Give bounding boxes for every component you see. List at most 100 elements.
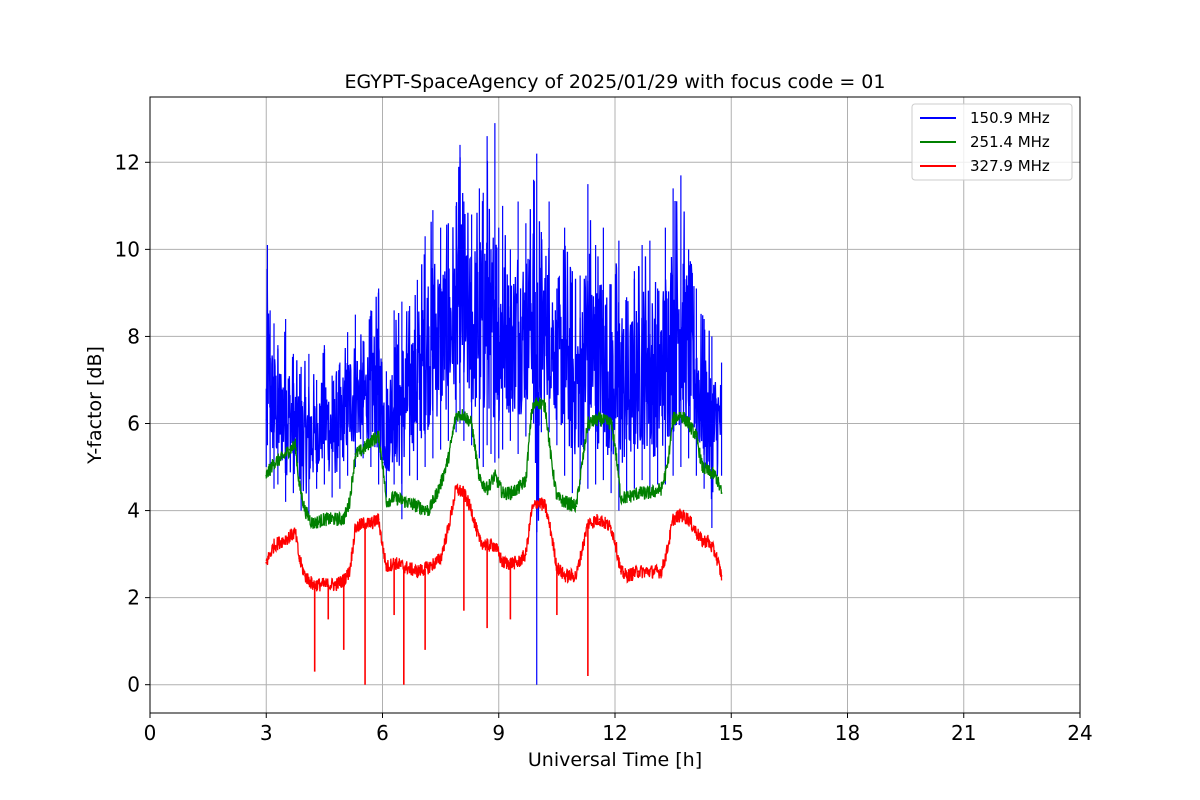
data-point (720, 492, 723, 495)
data-point (563, 500, 566, 503)
data-point (265, 474, 268, 477)
data-point (362, 448, 365, 451)
data-point (660, 487, 663, 490)
series-line (265, 483, 723, 592)
data-point (385, 566, 388, 569)
data-point (509, 492, 512, 495)
data-point (536, 400, 539, 403)
x-tick-label: 18 (835, 721, 860, 745)
data-point (462, 413, 465, 416)
data-point (720, 574, 723, 577)
data-point (428, 566, 430, 569)
data-point (598, 418, 601, 421)
x-tick-label: 9 (492, 721, 505, 745)
y-tick-label: 2 (127, 586, 140, 610)
y-tick-label: 10 (115, 237, 140, 261)
data-point (687, 422, 690, 425)
x-tick-label: 15 (719, 721, 744, 745)
data-point (695, 531, 698, 534)
y-tick-label: 6 (127, 412, 140, 436)
data-point (311, 522, 314, 525)
data-point (524, 479, 527, 481)
data-point (294, 444, 297, 447)
data-point (377, 435, 380, 438)
data-point (335, 518, 337, 521)
legend: 150.9 MHz 251.4 MHz 327.9 MHz (911, 103, 1073, 181)
data-point (544, 405, 547, 407)
data-point (493, 474, 496, 477)
data-point (517, 561, 520, 564)
legend-entry: 327.9 MHz (970, 157, 1050, 175)
data-point (524, 553, 527, 556)
data-point (619, 570, 622, 573)
data-point (714, 474, 717, 477)
x-tick-label: 24 (1067, 721, 1092, 745)
data-point (439, 483, 442, 486)
data-point (701, 466, 704, 468)
data-point (672, 418, 675, 421)
data-point (288, 448, 291, 451)
data-point (311, 583, 314, 586)
data-point (381, 461, 384, 464)
data-point (666, 548, 669, 551)
data-point (672, 518, 675, 521)
data-point (648, 492, 651, 495)
data-point (679, 514, 682, 516)
series-line (265, 397, 723, 530)
chart-title: EGYPT-SpaceAgency of 2025/01/29 with foc… (345, 71, 886, 93)
data-point (679, 413, 682, 416)
data-point (288, 535, 291, 538)
data-point (280, 457, 283, 460)
data-point (298, 483, 301, 486)
data-point (637, 492, 640, 495)
data-point (354, 453, 357, 455)
data-point (428, 509, 430, 512)
data-point (563, 574, 566, 577)
data-point (298, 557, 301, 560)
y-tick-label: 12 (115, 150, 140, 174)
data-point (530, 409, 533, 412)
data-point (707, 540, 709, 542)
data-point (385, 500, 388, 503)
x-axis: 0 3 6 9 12 15 18 21 24 (144, 713, 1093, 745)
data-point (550, 531, 552, 534)
data-point (342, 518, 345, 521)
data-point (493, 544, 496, 547)
data-point (666, 466, 669, 468)
data-point (575, 574, 578, 577)
data-point (586, 422, 589, 425)
data-point (501, 492, 504, 495)
data-point (637, 570, 640, 573)
data-point (404, 566, 407, 569)
legend-entry: 150.9 MHz (970, 109, 1050, 127)
data-point (369, 522, 372, 525)
series-3 (265, 483, 723, 685)
series-line (265, 157, 723, 533)
data-point (701, 540, 704, 542)
data-point (416, 570, 419, 573)
legend-entry: 251.4 MHz (970, 133, 1050, 151)
legend-frame (911, 103, 1073, 181)
data-point (455, 413, 458, 416)
data-point (707, 470, 709, 473)
data-point (369, 440, 372, 442)
data-point (381, 544, 384, 547)
series-2 (265, 397, 723, 530)
data-point (447, 457, 450, 460)
data-point (575, 505, 578, 508)
x-tick-label: 12 (602, 721, 627, 745)
data-point (544, 505, 547, 508)
data-point (536, 500, 539, 503)
data-point (439, 557, 442, 560)
data-point (517, 487, 520, 490)
x-tick-label: 0 (144, 721, 157, 745)
x-tick-label: 21 (951, 721, 976, 745)
data-point (550, 457, 552, 460)
x-axis-label: Universal Time [h] (528, 749, 702, 771)
data-point (486, 487, 489, 490)
data-point (455, 487, 458, 490)
data-point (273, 544, 275, 547)
data-point (335, 583, 337, 586)
data-point (619, 496, 622, 499)
data-point (478, 479, 481, 481)
